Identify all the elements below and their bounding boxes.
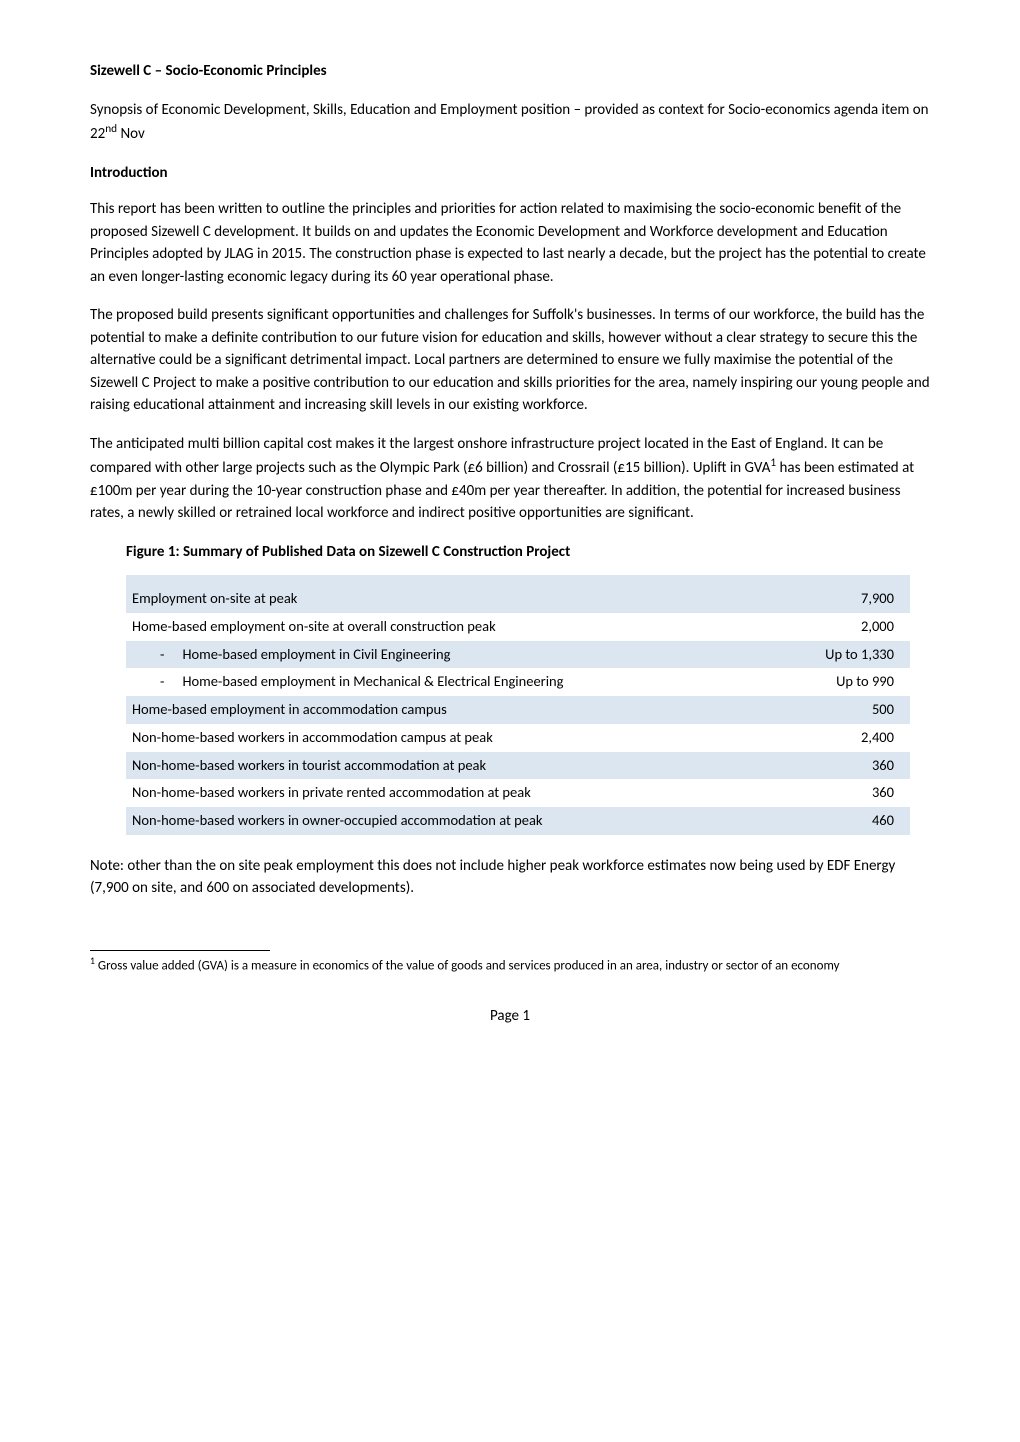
introduction-heading: Introduction bbox=[90, 162, 930, 185]
intro-paragraph-2: The proposed build presents significant … bbox=[90, 304, 930, 417]
table-cell-value: Up to 1,330 bbox=[690, 641, 910, 669]
table-cell-label: Non-home-based workers in accommodation … bbox=[126, 724, 690, 752]
table-row: Home-based employment in Mechanical & El… bbox=[126, 668, 910, 696]
table-cell-value: 2,400 bbox=[690, 724, 910, 752]
table-row: Non-home-based workers in tourist accomm… bbox=[126, 752, 910, 780]
table-cell-value: Up to 990 bbox=[690, 668, 910, 696]
document-title: Sizewell C – Socio-Economic Principles bbox=[90, 60, 930, 83]
table-indent-label: Home-based employment in Mechanical & El… bbox=[132, 671, 684, 693]
table-row: Non-home-based workers in owner-occupied… bbox=[126, 807, 910, 835]
table-cell-label: Home-based employment in Mechanical & El… bbox=[126, 668, 690, 696]
table-cell-value: 2,000 bbox=[690, 613, 910, 641]
para3-text-a: The anticipated multi billion capital co… bbox=[90, 435, 883, 478]
table-row: Non-home-based workers in private rented… bbox=[126, 779, 910, 807]
footnote-separator bbox=[90, 950, 270, 951]
table-cell-value: 500 bbox=[690, 696, 910, 724]
table-row: Home-based employment in Civil Engineeri… bbox=[126, 641, 910, 669]
construction-data-table: Employment on-site at peak 7,900 Home-ba… bbox=[126, 575, 910, 835]
table-row: Non-home-based workers in accommodation … bbox=[126, 724, 910, 752]
table-header-spacer bbox=[126, 575, 910, 585]
page-number: Page 1 bbox=[90, 1005, 930, 1028]
table-cell-label: Employment on-site at peak bbox=[126, 585, 690, 613]
table-cell-label: Non-home-based workers in tourist accomm… bbox=[126, 752, 690, 780]
table-cell-value: 460 bbox=[690, 807, 910, 835]
table-row: Home-based employment on-site at overall… bbox=[126, 613, 910, 641]
footnote-text: Gross value added (GVA) is a measure in … bbox=[95, 958, 840, 973]
table-cell-value: 7,900 bbox=[690, 585, 910, 613]
table-cell-label: Home-based employment in accommodation c… bbox=[126, 696, 690, 724]
table-cell-value: 360 bbox=[690, 752, 910, 780]
figure-1-title: Figure 1: Summary of Published Data on S… bbox=[126, 541, 930, 564]
intro-paragraph-3: The anticipated multi billion capital co… bbox=[90, 433, 930, 525]
table-cell-label: Home-based employment on-site at overall… bbox=[126, 613, 690, 641]
intro-paragraph-1: This report has been written to outline … bbox=[90, 198, 930, 288]
synopsis-tail: Nov bbox=[117, 125, 145, 143]
synopsis-superscript: nd bbox=[105, 122, 117, 136]
synopsis-paragraph: Synopsis of Economic Development, Skills… bbox=[90, 99, 930, 146]
table-cell-label: Non-home-based workers in owner-occupied… bbox=[126, 807, 690, 835]
table-cell-label: Home-based employment in Civil Engineeri… bbox=[126, 641, 690, 669]
note-paragraph: Note: other than the on site peak employ… bbox=[90, 855, 930, 900]
table-row: Home-based employment in accommodation c… bbox=[126, 696, 910, 724]
table-indent-label: Home-based employment in Civil Engineeri… bbox=[132, 644, 684, 666]
table-cell-label: Non-home-based workers in private rented… bbox=[126, 779, 690, 807]
synopsis-text: Synopsis of Economic Development, Skills… bbox=[90, 101, 929, 144]
table-cell-value: 360 bbox=[690, 779, 910, 807]
footnote-1: 1 Gross value added (GVA) is a measure i… bbox=[90, 955, 930, 976]
table-row: Employment on-site at peak 7,900 bbox=[126, 585, 910, 613]
